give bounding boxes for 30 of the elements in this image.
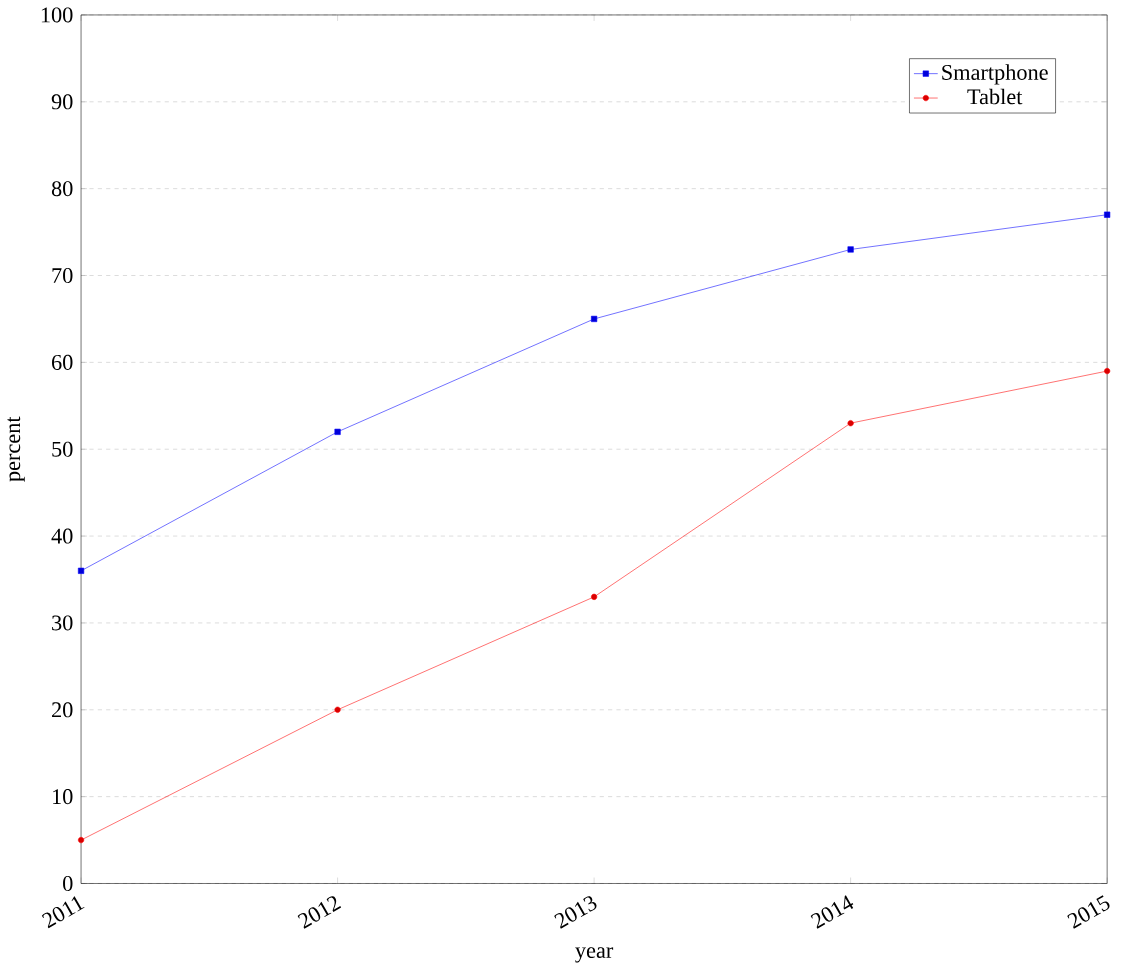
y-tick-label: 90 [51, 94, 73, 110]
y-tick-label: 100 [41, 7, 73, 23]
x-tick-label: 2015 [1067, 895, 1110, 929]
y-tick-label: 0 [63, 875, 73, 892]
legend-label: Smartphone [942, 64, 1048, 85]
point [334, 428, 341, 435]
y-tick-label: 60 [52, 354, 73, 370]
x-tick-label: 2012 [297, 896, 342, 929]
point [847, 246, 854, 253]
x-tick-label: 2014 [810, 895, 854, 929]
x-tick-label: 2013 [554, 896, 597, 929]
y-tick-label: 30 [52, 615, 73, 631]
y-tick-label: 20 [52, 702, 73, 718]
point [591, 315, 598, 323]
point [1104, 211, 1111, 218]
point [591, 593, 598, 600]
point [77, 567, 85, 574]
legend-label: Tablet [967, 88, 1023, 105]
point [1104, 367, 1111, 375]
y-tick-label: 10 [53, 789, 73, 805]
y-tick-label: 70 [52, 268, 73, 284]
point [77, 837, 85, 844]
point [847, 420, 854, 427]
point [334, 706, 341, 713]
y-tick-label: 40 [51, 528, 73, 544]
y-tick-label: 80 [51, 181, 73, 197]
y-tick-label: 50 [52, 441, 73, 457]
x-axis-title: year [575, 947, 614, 963]
y-axis-title: percent [7, 416, 25, 482]
x-tick-label: 2011 [41, 896, 85, 929]
